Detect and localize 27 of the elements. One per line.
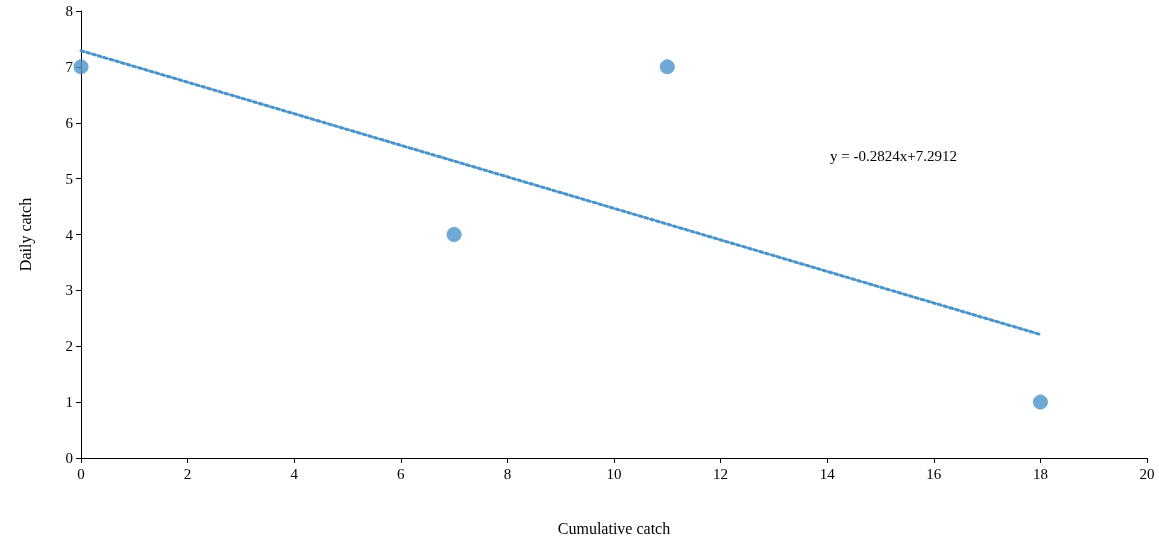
y-tick-label: 0: [65, 450, 73, 466]
y-tick-label: 6: [65, 114, 74, 131]
x-tick-label: 18: [1032, 465, 1048, 482]
y-tick-label: 5: [65, 170, 73, 187]
y-tick-label: 2: [65, 338, 73, 355]
x-tick-label: 10: [606, 465, 622, 482]
y-axis-title: Daily catch: [16, 197, 35, 272]
point: [446, 227, 462, 242]
x-axis-title: Cumulative catch: [557, 519, 671, 537]
annotation: y = -0.2824x+7.2912: [830, 147, 957, 164]
x-tick-label: 0: [77, 465, 85, 482]
y-tick-label: 4: [65, 226, 74, 243]
x-tick-label: 6: [397, 465, 406, 482]
point: [73, 59, 89, 75]
x-tick-label: 20: [1139, 465, 1155, 482]
y-tick-label: 8: [65, 3, 73, 19]
x-tick-label: 16: [926, 465, 942, 482]
x-tick-label: 12: [713, 465, 729, 482]
point: [659, 59, 675, 75]
y-tick-label: 3: [65, 282, 73, 299]
x-tick-label: 8: [503, 465, 512, 482]
y-tick-label: 7: [65, 58, 74, 75]
y-tick-label: 1: [65, 394, 73, 411]
x-tick-label: 4: [290, 465, 299, 482]
point: [1032, 394, 1048, 410]
x-tick-label: 14: [819, 465, 836, 482]
x-tick-label: 2: [183, 465, 192, 482]
